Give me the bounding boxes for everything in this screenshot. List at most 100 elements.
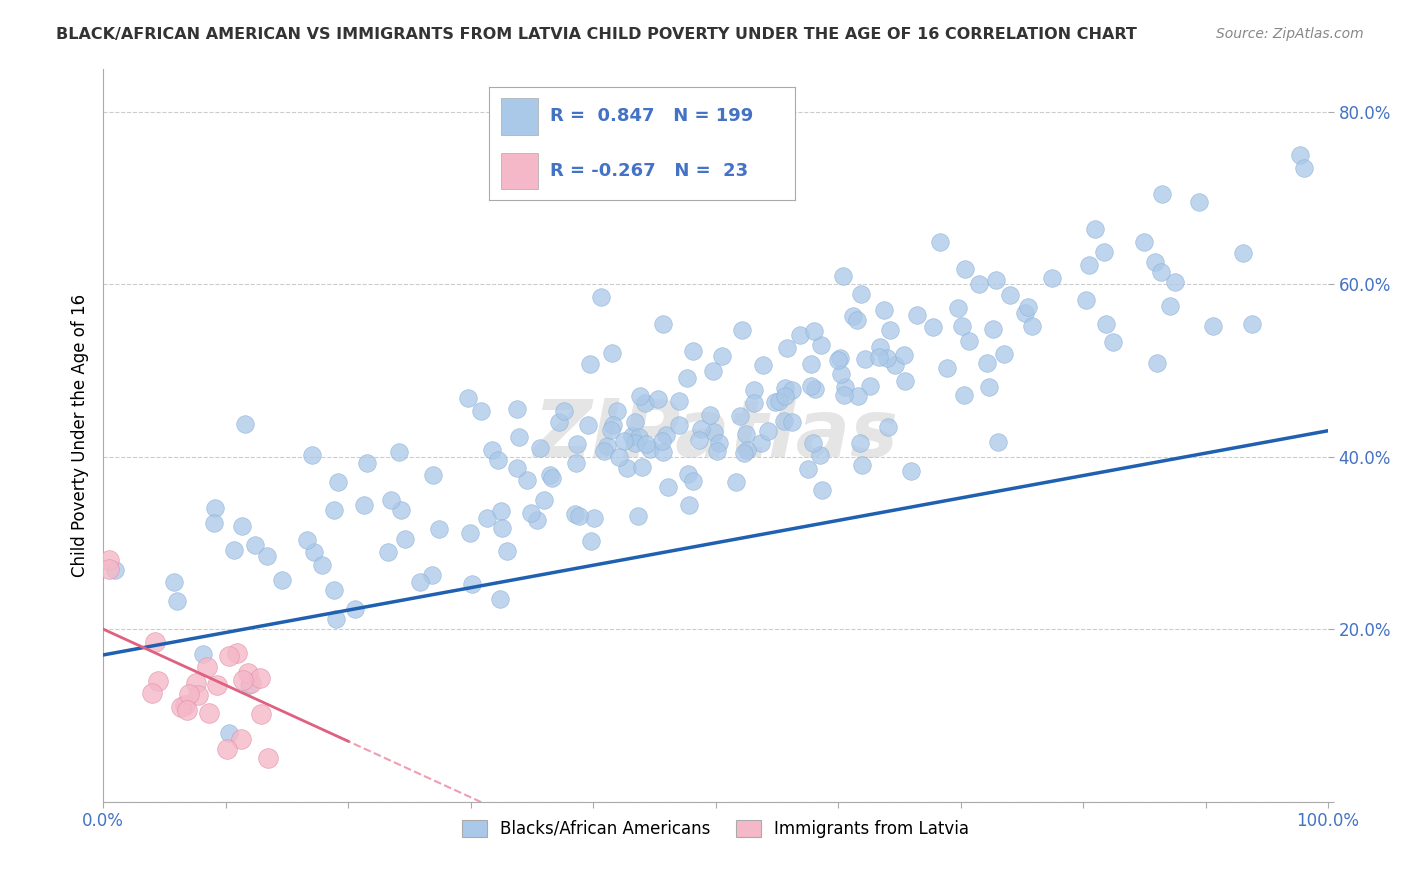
Point [842,309,865,323]
Point [526,513,548,527]
Point [868,350,890,364]
Point [323,583,346,598]
Point [830,351,852,365]
Point [470,403,492,417]
Point [668,417,690,432]
Point [148,674,170,689]
Point [810,338,832,352]
Point [707,436,730,450]
Point [591,290,613,304]
Point [832,388,855,402]
Point [1021,319,1043,334]
Point [565,456,588,470]
Point [1146,356,1168,370]
Point [593,443,616,458]
Point [1292,161,1315,175]
Text: ZIPatlas: ZIPatlas [533,396,898,474]
Point [734,426,756,441]
Point [801,435,824,450]
Point [830,368,852,382]
Point [204,500,226,515]
Point [859,378,882,392]
Point [257,751,280,765]
Point [623,415,645,429]
Point [564,507,586,521]
Point [389,503,412,517]
Point [638,442,661,457]
Point [993,346,1015,360]
Point [877,420,900,434]
Point [356,456,378,470]
Point [547,415,569,429]
Point [831,269,853,284]
Point [596,439,619,453]
Point [733,446,755,460]
Point [506,460,529,475]
Point [953,387,976,401]
Point [1143,255,1166,269]
Point [921,319,943,334]
Point [457,391,479,405]
Point [377,545,399,559]
Point [752,359,775,373]
Point [688,433,710,447]
Point [170,700,193,714]
Point [804,382,827,396]
Point [311,558,333,572]
Point [232,673,254,687]
Point [848,435,870,450]
Point [668,393,690,408]
Point [104,563,127,577]
Point [742,384,765,398]
Point [742,396,765,410]
Point [869,340,891,354]
Point [621,428,644,442]
Point [879,322,901,336]
Point [987,434,1010,449]
Point [225,646,247,660]
Point [1232,246,1254,260]
Point [1094,245,1116,260]
Point [682,474,704,488]
Point [256,549,278,563]
Point [477,510,499,524]
Point [238,678,260,692]
Point [957,334,980,348]
Point [270,573,292,587]
Point [699,409,721,423]
Point [976,356,998,370]
Point [380,493,402,508]
Point [481,443,503,458]
Point [1241,317,1264,331]
Point [776,341,799,355]
Point [630,460,652,475]
Point [520,506,543,520]
Point [905,308,928,322]
Point [98,553,121,567]
Point [763,394,786,409]
Point [884,358,907,372]
Point [1289,147,1312,161]
Point [780,383,803,397]
Point [250,707,273,722]
Point [240,676,263,690]
Point [953,262,976,277]
Point [651,317,673,331]
Point [229,731,252,746]
Point [893,348,915,362]
Point [541,470,564,484]
Point [198,706,221,720]
Point [295,533,318,548]
Point [876,351,898,365]
Point [627,509,650,524]
Point [193,647,215,661]
Point [655,428,678,442]
Point [1188,195,1211,210]
Point [538,467,561,482]
Point [491,521,513,535]
Point [1000,288,1022,302]
Point [606,403,628,417]
Point [810,483,832,497]
Point [581,534,603,549]
Point [486,453,509,467]
